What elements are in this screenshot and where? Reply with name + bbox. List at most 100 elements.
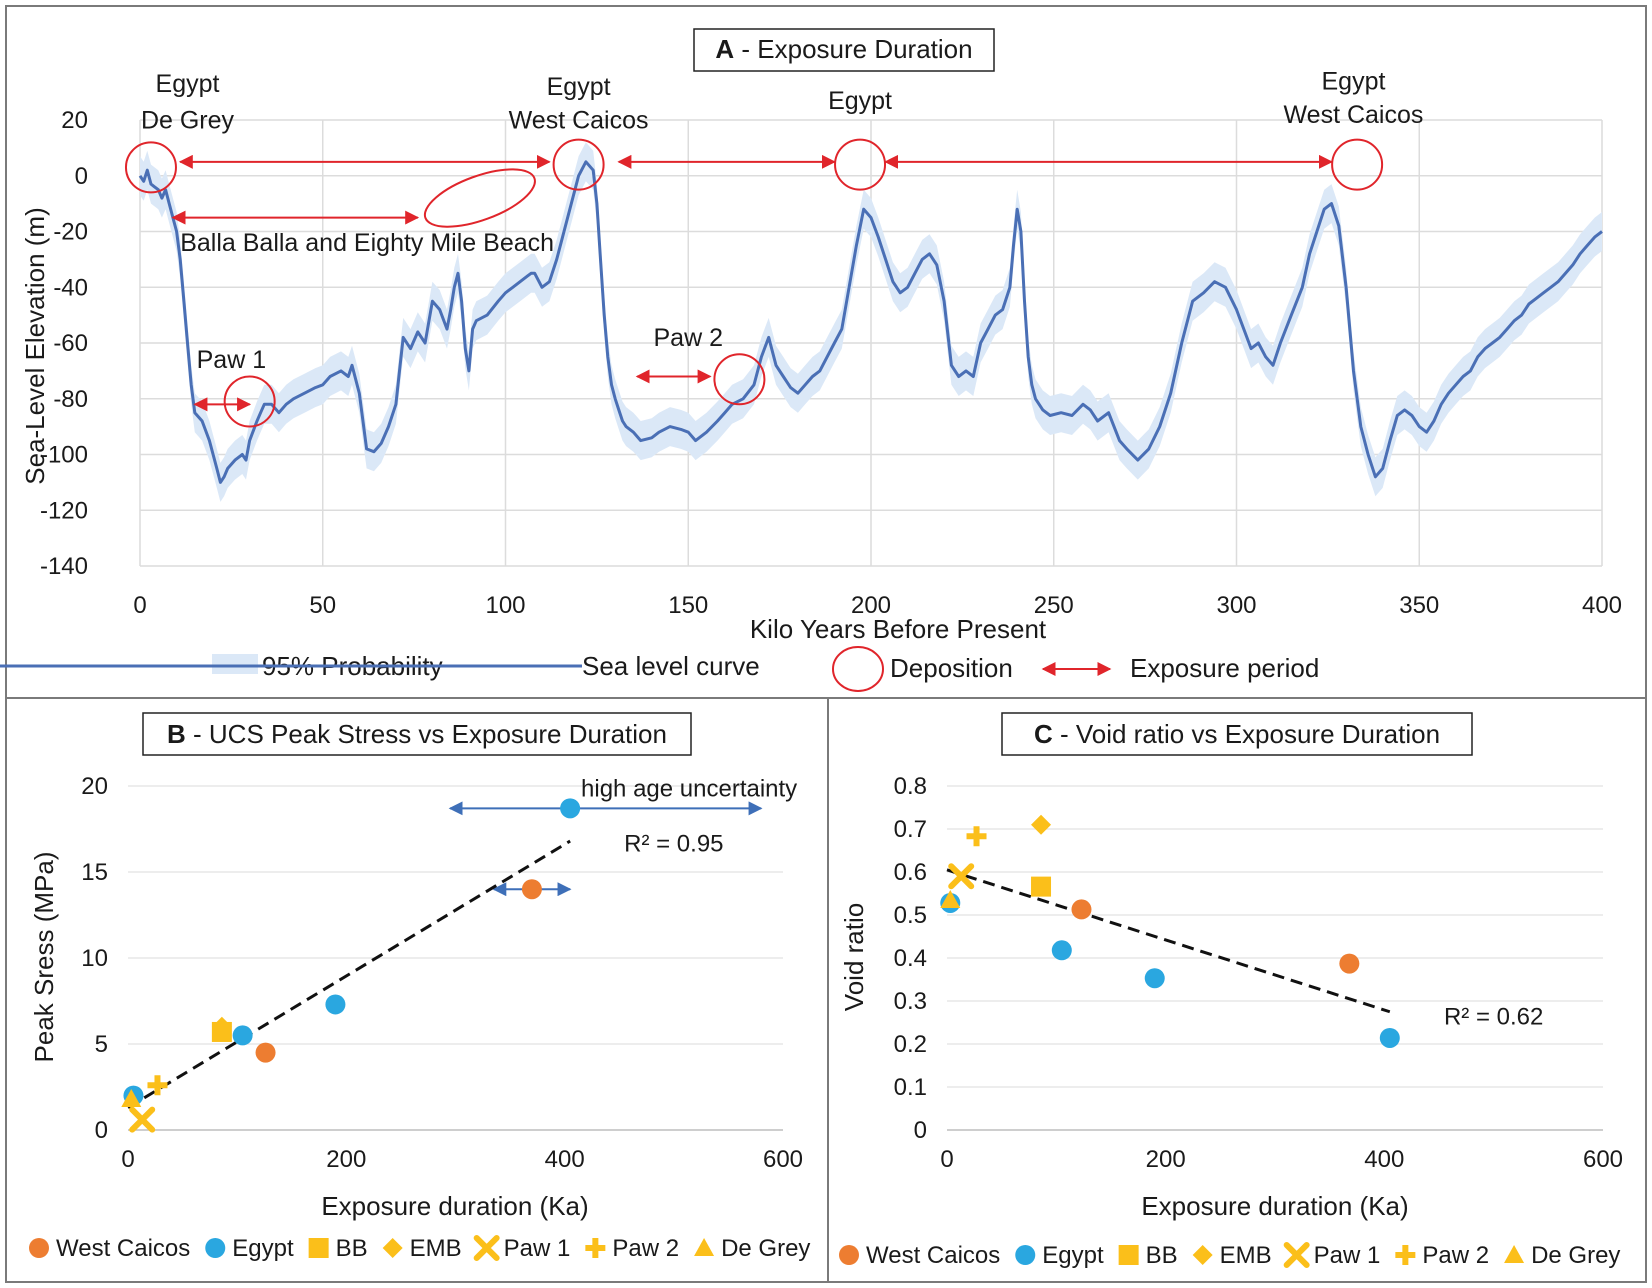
panel-b-points — [121, 798, 581, 1133]
legend-de-grey-marker — [1504, 1245, 1525, 1263]
y-tick-label: 0.8 — [894, 773, 927, 800]
x-tick-label: 100 — [485, 592, 525, 619]
paw-1-point — [129, 1106, 156, 1133]
site-label: Balla Balla and Eighty Mile Beach — [180, 229, 554, 257]
y-tick-label: 20 — [61, 107, 88, 134]
west-caicos-point — [1339, 953, 1360, 974]
x-tick-label: 200 — [851, 592, 891, 619]
panel-c-frame — [827, 697, 1647, 1283]
x-tick-label: 50 — [309, 592, 336, 619]
panel-a-y-label: Sea-Level Elevation (m) — [20, 207, 50, 484]
panel-c-legend: West Caicos Egypt BB EMB Paw 1 Paw 2 De Grey — [839, 1242, 1620, 1269]
legend-line-label: Sea level curve — [582, 651, 760, 681]
panel-a-title: A - Exposure Duration — [715, 34, 972, 64]
legend-egypt-label: Egypt — [232, 1235, 294, 1262]
panel-b-x-label: Exposure duration (Ka) — [321, 1191, 588, 1221]
x-tick-label: 400 — [545, 1146, 585, 1173]
panel-a-annotations: Egypt De Grey Egypt West Caicos Egypt Egypt We… — [124, 67, 1424, 428]
legend-paw-2-label: Paw 2 — [1422, 1242, 1489, 1269]
de-grey-point — [940, 889, 961, 908]
y-tick-label: 15 — [81, 859, 108, 886]
legend-paw-2-label: Paw 2 — [612, 1235, 679, 1262]
site-label: West Caicos — [1284, 101, 1424, 129]
legend-west-caicos-label: West Caicos — [56, 1235, 190, 1262]
deposition-circle — [834, 138, 887, 191]
panel-b-title-box — [142, 712, 692, 756]
paw-2-point — [147, 1075, 168, 1096]
deposition-circle — [423, 168, 536, 228]
legend-emb-marker — [1192, 1245, 1213, 1265]
legend-deposition-label: Deposition — [890, 653, 1013, 683]
y-tick-label: -20 — [53, 219, 88, 246]
y-tick-label: 20 — [81, 773, 108, 800]
panel-c-points — [940, 814, 1400, 1048]
y-tick-label: 0.7 — [894, 816, 927, 843]
panel-b-legend: West Caicos Egypt BB EMB Paw 1 Paw 2 De Grey — [29, 1235, 810, 1262]
legend-emb-label: EMB — [410, 1235, 462, 1262]
panel-b-y-label: Peak Sress (MPa) — [29, 852, 59, 1063]
y-tick-label: -80 — [53, 386, 88, 413]
y-tick-label: 0 — [75, 163, 88, 190]
panel-c-void-ratio: C - Void ratio vs Exposure Duration 0 0.1… — [839, 712, 1623, 1269]
legend-paw-1-marker — [1283, 1242, 1310, 1268]
r-squared-label: R² = 0.62 — [1444, 1004, 1543, 1031]
legend-bb-label: BB — [1146, 1242, 1178, 1269]
site-label: Paw 2 — [654, 324, 723, 352]
legend-de-grey-label: De Grey — [721, 1235, 810, 1262]
deposition-circle — [223, 375, 276, 428]
egypt-point — [1379, 1027, 1400, 1048]
panel-a-sea-level: Egypt De Grey Egypt West Caicos Egypt Egypt We… — [0, 28, 1622, 692]
egypt-point — [1051, 940, 1072, 961]
egypt-point — [560, 798, 581, 819]
x-tick-label: 350 — [1399, 592, 1439, 619]
panel-a-legend: 95% Probability Sea level curve Depositi… — [0, 646, 1319, 692]
x-tick-label: 200 — [326, 1146, 366, 1173]
y-tick-label: -100 — [40, 442, 88, 469]
x-tick-label: 200 — [1146, 1146, 1186, 1173]
site-label: Egypt — [156, 70, 220, 98]
west-caicos-point — [521, 879, 542, 900]
sea-level-curve — [138, 160, 1603, 484]
legend-bb-label: BB — [336, 1235, 368, 1262]
egypt-point — [325, 994, 346, 1015]
emb-point — [211, 1016, 232, 1037]
y-tick-label: 0.1 — [894, 1074, 927, 1101]
legend-west-caicos-marker — [29, 1238, 49, 1258]
x-tick-label: 0 — [940, 1146, 953, 1173]
deposition-circle — [1331, 138, 1384, 191]
west-caicos-point — [1071, 899, 1092, 920]
y-tick-label: -60 — [53, 330, 88, 357]
x-tick-label: 600 — [1583, 1146, 1623, 1173]
panel-c-title-box — [1001, 712, 1473, 756]
site-label: De Grey — [141, 106, 235, 134]
legend-bb-marker — [308, 1238, 329, 1258]
bb-point — [1031, 876, 1052, 897]
legend-paw-2-marker — [585, 1238, 606, 1258]
site-label: Paw 1 — [197, 346, 266, 374]
legend-egypt-label: Egypt — [1042, 1242, 1104, 1269]
y-tick-label: -40 — [53, 274, 88, 301]
panel-c-y-label: Void ratio — [839, 903, 869, 1011]
x-tick-label: 300 — [1216, 592, 1256, 619]
site-label: Egypt — [1321, 67, 1385, 95]
y-tick-label: 0 — [914, 1117, 927, 1144]
y-tick-label: 0 — [95, 1117, 108, 1144]
site-label: Egypt — [828, 87, 892, 115]
egypt-point — [232, 1025, 253, 1046]
panel-a-gridlines — [139, 119, 1603, 567]
west-caicos-point — [255, 1042, 276, 1063]
y-tick-label: 5 — [95, 1031, 108, 1058]
legend-paw-2-marker — [1395, 1245, 1416, 1265]
panel-c-trendline — [946, 868, 1391, 1014]
y-tick-label: 0.5 — [894, 902, 927, 929]
panel-c-axes: 0 0.1 0.2 0.3 0.4 0.5 0.6 0.7 0.8 0 200 400 600 — [894, 773, 1623, 1173]
site-label: Egypt — [547, 73, 611, 101]
legend-paw-1-marker — [473, 1235, 500, 1261]
x-tick-label: 0 — [121, 1146, 134, 1173]
panel-a-title-box — [693, 28, 995, 72]
panel-b-title: B - UCS Peak Stress vs Exposure Duration — [167, 719, 667, 749]
x-tick-label: 0 — [133, 592, 146, 619]
site-label: West Caicos — [509, 106, 649, 134]
